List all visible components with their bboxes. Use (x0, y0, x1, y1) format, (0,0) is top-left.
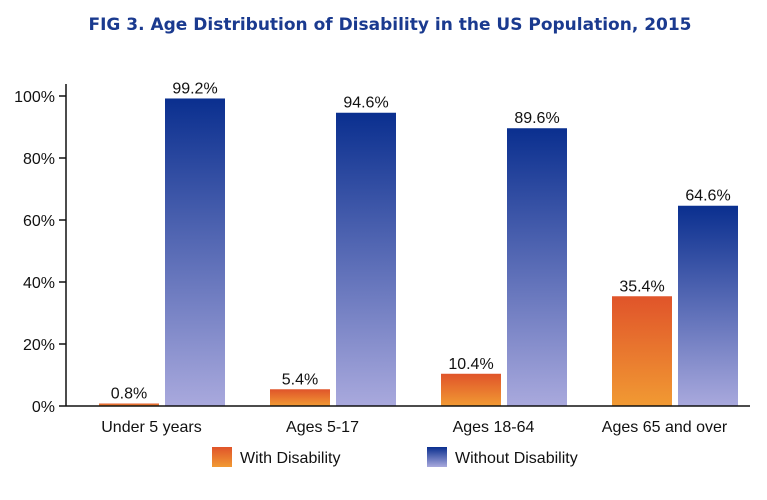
data-label: 89.6% (514, 110, 559, 127)
legend-label-without-disability: Without Disability (455, 450, 578, 467)
data-label: 64.6% (685, 188, 730, 205)
bar-with-disability (441, 373, 501, 406)
y-tick-label: 40% (23, 275, 55, 292)
y-axis-ticks: 0% 20% 40% 60% 80% 100% (14, 89, 66, 416)
bar-without-disability (165, 98, 225, 406)
bar-without-disability (678, 205, 738, 406)
x-axis-labels: Under 5 years Ages 5-17 Ages 18-64 Ages 65 … (101, 419, 728, 436)
data-label: 94.6% (343, 95, 388, 112)
y-tick-label: 0% (32, 399, 55, 416)
chart-title: FIG 3. Age Distribution of Disability in… (88, 15, 691, 35)
x-category-label: Ages 65 and over (602, 419, 728, 436)
y-tick-label: 100% (14, 89, 55, 106)
legend-label-with-disability: With Disability (240, 450, 340, 467)
data-label: 5.4% (282, 371, 318, 388)
x-category-label: Under 5 years (101, 419, 202, 436)
x-category-label: Ages 5-17 (286, 419, 359, 436)
bar-without-disability (507, 128, 567, 407)
data-label: 35.4% (619, 278, 664, 295)
legend-swatch-without-disability (427, 447, 447, 467)
bar-with-disability (270, 389, 330, 406)
bars-group: 0.8% 5.4% 10.4% 35.4% 99.2% 94.6% 89.6% 64.6% (99, 80, 738, 407)
bar-without-disability (336, 112, 396, 407)
bar-with-disability (99, 403, 159, 406)
y-tick-label: 60% (23, 213, 55, 230)
data-label: 99.2% (172, 80, 217, 97)
y-tick-label: 80% (23, 151, 55, 168)
data-label: 10.4% (448, 356, 493, 373)
x-category-label: Ages 18-64 (453, 419, 535, 436)
bar-with-disability (612, 296, 672, 406)
legend: With Disability Without Disability (212, 447, 578, 467)
legend-swatch-with-disability (212, 447, 232, 467)
y-tick-label: 20% (23, 337, 55, 354)
data-label: 0.8% (111, 386, 147, 403)
